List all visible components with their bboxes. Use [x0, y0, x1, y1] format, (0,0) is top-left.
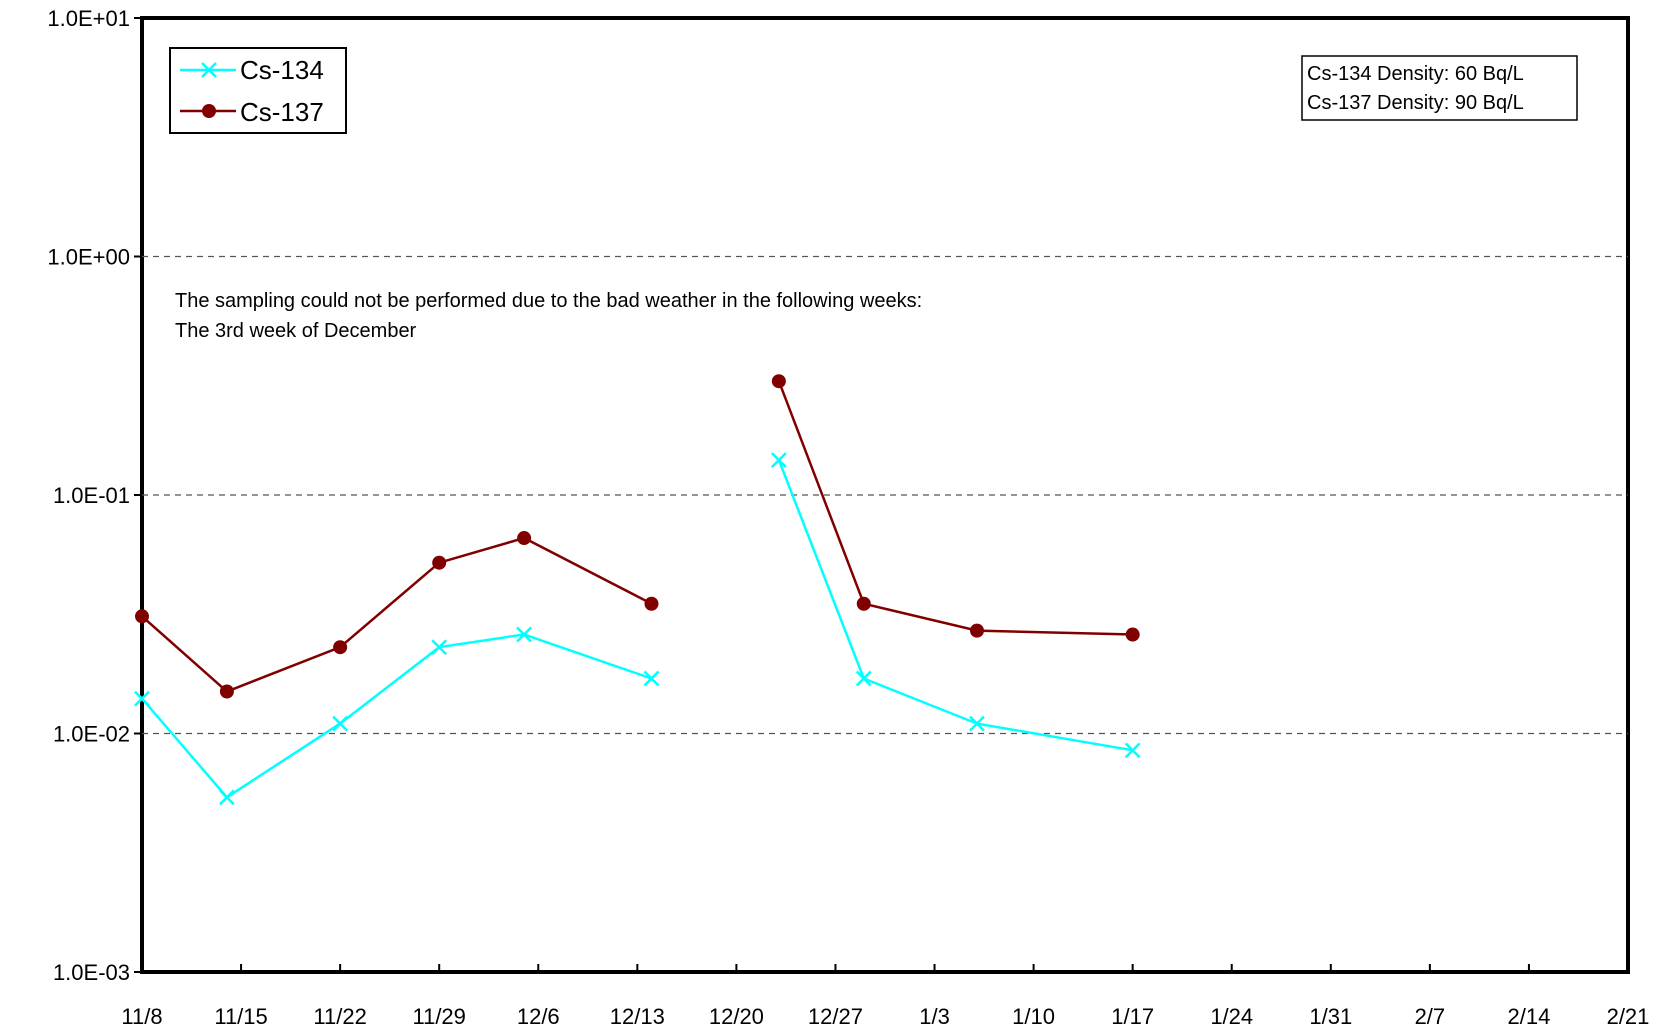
- point-cs134: [431, 639, 448, 656]
- y-tick-label: 1.0E+01: [47, 6, 130, 31]
- point-cs134: [969, 715, 985, 732]
- y-tick-label: 1.0E-03: [53, 960, 130, 985]
- legend-box: [169, 47, 347, 134]
- legend-marker-cs134: [201, 62, 217, 78]
- point-cs134: [1124, 742, 1141, 759]
- x-tick-label: 1/10: [1012, 1004, 1055, 1029]
- x-tick-label: 11/29: [412, 1004, 465, 1029]
- point-cs137: [644, 596, 659, 611]
- note-line-2: The 3rd week of December: [175, 320, 417, 342]
- legend-label-cs134: Cs-134: [240, 55, 324, 85]
- point-cs137: [333, 640, 348, 655]
- x-tick-label: 1/31: [1309, 1004, 1352, 1029]
- x-tick-label: 1/3: [919, 1004, 950, 1029]
- legend-label-cs137: Cs-137: [240, 97, 324, 127]
- y-tick-label: 1.0E+00: [47, 245, 130, 270]
- y-tick-label: 1.0E-01: [53, 483, 130, 508]
- point-cs137: [856, 596, 871, 611]
- note-line-1: The sampling could not be performed due …: [175, 290, 922, 312]
- point-cs137: [969, 623, 984, 638]
- point-cs137: [219, 684, 234, 699]
- x-tick-label: 11/22: [313, 1004, 366, 1029]
- x-axis-ticks: 11/8 11/15 11/22 11/29 12/6 12/13 12/20 12/27 1/…: [121, 964, 1649, 1029]
- density-cs134: Cs-134 Density: 60 Bq/L: [1307, 63, 1524, 85]
- x-tick-label: 12/6: [517, 1004, 560, 1029]
- x-tick-label: 12/27: [808, 1004, 863, 1029]
- point-cs134: [219, 789, 235, 806]
- point-cs134: [134, 690, 150, 707]
- point-cs137: [771, 374, 786, 389]
- point-cs137: [432, 555, 447, 570]
- series-line-cs137: [777, 380, 1133, 636]
- point-cs134: [516, 626, 532, 643]
- point-cs137: [135, 609, 149, 624]
- x-tick-label: 11/15: [214, 1004, 267, 1029]
- x-tick-label: 11/8: [121, 1004, 162, 1029]
- series-line-cs134: [777, 459, 1133, 752]
- point-cs134: [770, 452, 787, 469]
- point-cs137: [517, 531, 532, 546]
- density-box: Cs-134 Density: 60 Bq/L Cs-137 Density: …: [1301, 55, 1578, 121]
- series-line-cs137: [141, 536, 653, 693]
- x-tick-label: 2/7: [1415, 1004, 1446, 1029]
- point-cs134: [855, 670, 872, 687]
- y-axis-ticks: 1.0E-03 1.0E-02 1.0E-01 1.0E+00 1.0E+01: [47, 6, 142, 985]
- x-tick-label: 12/13: [610, 1004, 665, 1029]
- density-cs137: Cs-137 Density: 90 Bq/L: [1307, 92, 1524, 114]
- x-tick-label: 12/20: [709, 1004, 764, 1029]
- legend: Cs-134 Cs-137: [169, 47, 347, 134]
- series-group: [134, 374, 1141, 806]
- density-box-frame: [1301, 55, 1578, 121]
- point-cs134: [332, 715, 349, 732]
- x-tick-label: 1/24: [1210, 1004, 1253, 1029]
- y-tick-label: 1.0E-02: [53, 722, 130, 747]
- point-cs134: [643, 670, 660, 687]
- grid-lines: [142, 255, 1628, 735]
- legend-marker-cs137: [202, 104, 216, 118]
- point-cs137: [1125, 627, 1140, 642]
- x-tick-label: 2/21: [1607, 1004, 1650, 1029]
- x-tick-label: 1/17: [1111, 1004, 1154, 1029]
- x-tick-label: 2/14: [1508, 1004, 1551, 1029]
- series-line-cs134: [141, 633, 652, 799]
